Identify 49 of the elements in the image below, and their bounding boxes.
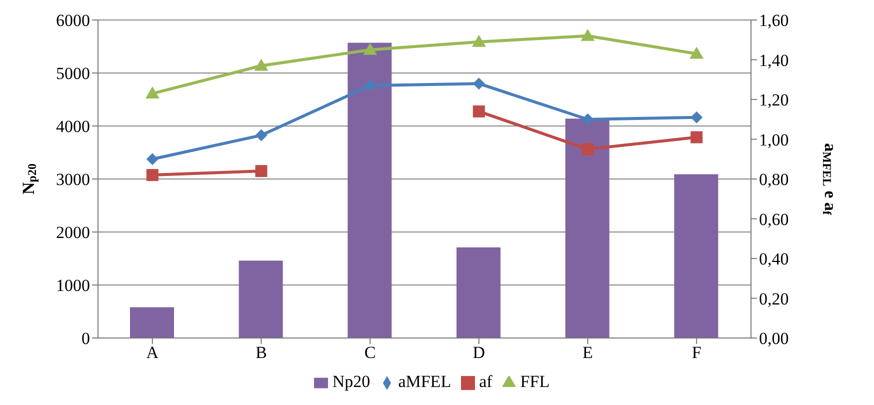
point bbox=[690, 46, 704, 59]
point bbox=[255, 165, 268, 178]
point bbox=[472, 78, 485, 90]
legend-label: Np20 bbox=[332, 372, 370, 391]
y-tick-label: 4000 bbox=[56, 117, 90, 136]
y-tick-label: 5000 bbox=[56, 64, 90, 84]
y2-tick-label: 1,60 bbox=[759, 11, 789, 30]
point bbox=[363, 42, 378, 55]
point bbox=[582, 143, 594, 156]
bar bbox=[565, 118, 610, 338]
y2-tick-label: 0,60 bbox=[759, 210, 789, 229]
y2-tick-label: 1,20 bbox=[759, 90, 789, 110]
y2-tick-label: 1,00 bbox=[759, 130, 789, 150]
y2-tick-label: 0,00 bbox=[759, 329, 789, 348]
bar bbox=[238, 260, 283, 338]
bar bbox=[456, 247, 500, 338]
point bbox=[146, 153, 158, 166]
point bbox=[364, 80, 376, 92]
point bbox=[472, 105, 485, 118]
y-tick-label: 6000 bbox=[56, 11, 90, 30]
x-tick-label: B bbox=[256, 343, 267, 362]
x-tick-label: C bbox=[364, 343, 376, 362]
bar bbox=[348, 42, 392, 338]
point bbox=[582, 113, 594, 126]
legend-label: af bbox=[479, 372, 492, 391]
bar bbox=[130, 307, 174, 338]
y2-tick-label: 1,40 bbox=[759, 50, 789, 70]
y2-tick-label: 0,20 bbox=[759, 289, 789, 308]
point bbox=[690, 111, 703, 124]
y-tick-label: 0 bbox=[82, 329, 90, 348]
point bbox=[472, 34, 486, 47]
point bbox=[145, 86, 160, 99]
y-tick-label: 3000 bbox=[56, 170, 90, 190]
y2-tick-label: 0,80 bbox=[759, 170, 789, 190]
y-tick-label: 1000 bbox=[56, 276, 90, 296]
point bbox=[255, 129, 268, 142]
point bbox=[690, 131, 703, 144]
point bbox=[254, 58, 268, 71]
legend-label: aMFEL bbox=[398, 372, 452, 391]
x-tick-label: E bbox=[582, 343, 593, 362]
x-tick-label: A bbox=[146, 343, 160, 362]
x-tick-label: F bbox=[692, 343, 702, 362]
y-tick-label: 2000 bbox=[56, 223, 90, 242]
legend-label: FFL bbox=[520, 372, 550, 391]
bar bbox=[674, 174, 718, 338]
x-tick-label: D bbox=[472, 343, 486, 362]
y2-tick-label: 0,40 bbox=[759, 250, 789, 269]
point bbox=[146, 169, 158, 182]
point bbox=[580, 28, 595, 41]
